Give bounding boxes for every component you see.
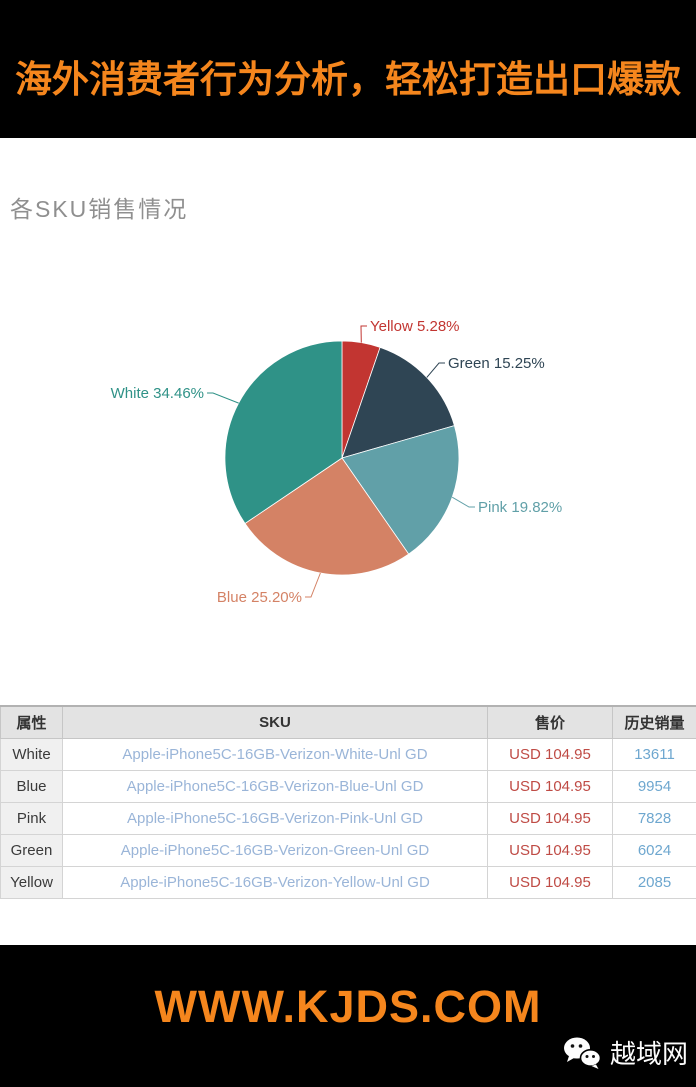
pie-label-blue: Blue 25.20% <box>217 589 302 606</box>
sales-cell: 2085 <box>612 866 696 899</box>
price-cell: USD 104.95 <box>487 738 613 771</box>
column-header-price: 售价 <box>487 705 613 739</box>
pie-label-yellow: Yellow 5.28% <box>370 318 460 335</box>
price-cell: USD 104.95 <box>487 834 613 867</box>
column-header-sales: 历史销量 <box>612 705 696 739</box>
sales-cell: 6024 <box>612 834 696 867</box>
watermark-label: 越域网 <box>609 1039 688 1069</box>
sales-cell: 7828 <box>612 802 696 835</box>
label-leader-line <box>207 392 239 404</box>
column-header-attr: 属性 <box>0 705 63 739</box>
bottom-banner: WWW.KJDS.COM 越域网 <box>0 945 696 1087</box>
table-row: Green Apple-iPhone5C-16GB-Verizon-Green-… <box>0 834 696 867</box>
top-banner: 海外消费者行为分析，轻松打造出口爆款 <box>0 0 696 138</box>
sku-link[interactable]: Apple-iPhone5C-16GB-Verizon-Pink-Unl GD <box>62 802 488 835</box>
attr-cell: Blue <box>0 770 63 803</box>
pie-slice-green <box>341 346 455 459</box>
attr-cell: Green <box>0 834 63 867</box>
label-leader-line <box>360 325 367 343</box>
pie-label-green: Green 15.25% <box>448 355 545 372</box>
label-leader-line <box>451 496 475 508</box>
table-row: White Apple-iPhone5C-16GB-Verizon-White-… <box>0 738 696 771</box>
attr-cell: White <box>0 738 63 771</box>
pie-chart: Yellow 5.28% Green 15.25% Pink 19.82% Blue … <box>111 318 563 606</box>
sales-cell: 13611 <box>612 738 696 771</box>
column-header-sku: SKU <box>62 705 488 739</box>
pie-label-white: White 34.46% <box>111 385 204 402</box>
site-url: WWW.KJDS.COM <box>154 981 542 1032</box>
sku-table: 属性 SKU 售价 历史销量 White Apple-iPhone5C-16GB… <box>0 705 696 899</box>
attr-cell: Pink <box>0 802 63 835</box>
label-leader-line <box>426 362 445 378</box>
watermark: 越域网 <box>563 1034 688 1071</box>
sku-link[interactable]: Apple-iPhone5C-16GB-Verizon-White-Unl GD <box>62 738 488 771</box>
table-row: Blue Apple-iPhone5C-16GB-Verizon-Blue-Un… <box>0 770 696 803</box>
sku-link[interactable]: Apple-iPhone5C-16GB-Verizon-Yellow-Unl G… <box>62 866 488 899</box>
banner-title: 海外消费者行为分析，轻松打造出口爆款 <box>15 59 681 100</box>
table-row: Yellow Apple-iPhone5C-16GB-Verizon-Yello… <box>0 866 696 899</box>
sku-link[interactable]: Apple-iPhone5C-16GB-Verizon-Green-Unl GD <box>62 834 488 867</box>
pie-label-pink: Pink 19.82% <box>478 499 562 516</box>
pie-slice-blue <box>244 457 410 576</box>
pie-slice-white <box>224 340 343 525</box>
pie-slice-pink <box>341 425 460 555</box>
wechat-icon <box>563 1036 603 1070</box>
sales-cell: 9954 <box>612 770 696 803</box>
label-leader-line <box>305 572 321 598</box>
price-cell: USD 104.95 <box>487 802 613 835</box>
attr-cell: Yellow <box>0 866 63 899</box>
table-row: Pink Apple-iPhone5C-16GB-Verizon-Pink-Un… <box>0 802 696 835</box>
price-cell: USD 104.95 <box>487 866 613 899</box>
table-header-row: 属性 SKU 售价 历史销量 <box>0 705 696 739</box>
section-title: 各SKU销售情况 <box>10 196 189 222</box>
sku-link[interactable]: Apple-iPhone5C-16GB-Verizon-Blue-Unl GD <box>62 770 488 803</box>
price-cell: USD 104.95 <box>487 770 613 803</box>
